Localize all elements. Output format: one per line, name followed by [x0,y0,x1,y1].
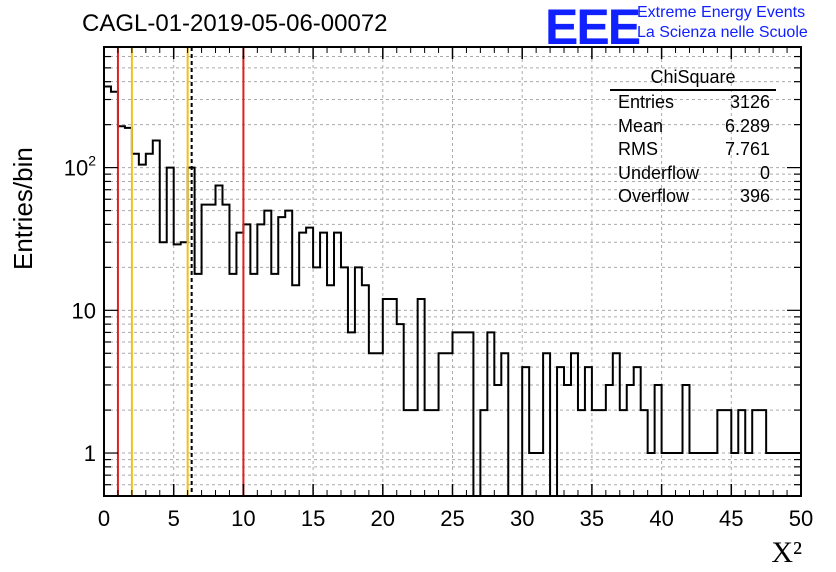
x-tick-label: 20 [371,506,395,531]
y-tick-label: 102 [64,153,96,181]
x-tick-label: 0 [98,506,110,531]
x-tick-label: 45 [719,506,743,531]
chart-title: CAGL-01-2019-05-06-00072 [82,10,388,37]
stats-row-overflow: Overflow 396 [610,185,776,209]
y-tick-label: 1 [84,441,96,466]
stats-value: 3126 [729,92,770,112]
x-tick-label: 10 [231,506,255,531]
x-tick-label: 5 [168,506,180,531]
stats-row-underflow: Underflow 0 [610,162,776,186]
x-axis-label: X² [771,536,802,569]
logo-subtitle-1: Extreme Energy Events [637,4,806,21]
stats-row-rms: RMS 7.761 [610,138,776,162]
y-tick-label: 10 [72,298,96,323]
stats-row-mean: Mean 6.289 [610,115,776,139]
eee-logo: EEE [545,0,641,55]
stats-title: ChiSquare [610,67,776,91]
x-tick-label: 35 [580,506,604,531]
stats-value: 396 [739,186,770,206]
stats-row-entries: Entries 3126 [610,91,776,115]
x-tick-label: 15 [301,506,325,531]
stats-label: Overflow [618,186,690,206]
stats-label: Entries [618,92,675,112]
logo-subtitle-2: La Scienza nelle Scuole [637,24,808,41]
stats-label: Underflow [618,162,700,183]
stats-value: 7.761 [724,139,770,159]
stats-value: 0 [759,162,770,183]
stats-box: ChiSquare Entries 3126 Mean 6.289 RMS 7.… [610,67,776,209]
histogram-line [103,85,802,497]
y-axis-label: Entries/bin [8,147,38,270]
stats-value: 6.289 [724,115,770,136]
x-tick-label: 50 [789,506,813,531]
stats-label: Mean [618,115,664,136]
x-tick-label: 25 [440,506,464,531]
x-tick-label: 40 [649,506,673,531]
x-tick-label: 30 [510,506,534,531]
stats-label: RMS [618,139,658,159]
y-axis-label-container: Entries/bin [8,147,40,270]
